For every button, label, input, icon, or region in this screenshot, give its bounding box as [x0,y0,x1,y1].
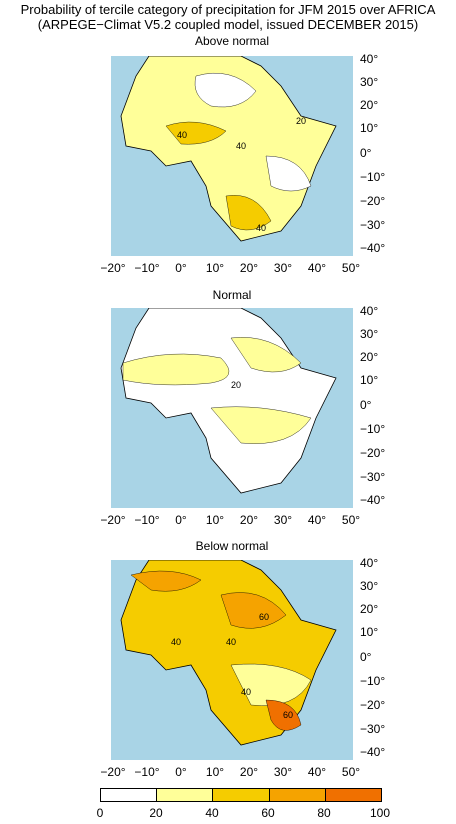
y-axis-tick: 40° [360,52,379,66]
x-axis-tick: 0° [175,765,187,779]
panel-title-below-normal: Below normal [195,539,269,553]
y-axis-tick: −10° [360,422,386,436]
x-axis-tick: 30° [273,765,293,779]
colorbar-bin [325,789,382,801]
y-axis-tick: −40° [360,241,386,255]
y-axis-tick: 40° [360,304,379,318]
y-axis-tick: 10° [360,625,379,639]
contour-label: 40 [241,687,251,697]
colorbar-tick: 0 [96,806,104,820]
y-axis-tick: −20° [360,698,386,712]
x-axis-tick: −20° [100,765,126,779]
y-axis-tick: −30° [360,470,386,484]
y-axis-tick: −20° [360,194,386,208]
colorbar-tick: 40 [205,806,219,820]
x-axis-tick: −10° [134,765,160,779]
x-axis-tick: −20° [100,261,126,275]
y-axis-tick: 30° [360,327,379,341]
map-normal: 20 [111,308,353,508]
map-below-normal: 40 40 60 40 60 [111,560,353,760]
y-axis-tick: −10° [360,674,386,688]
x-axis-tick: 10° [205,513,225,527]
page-title: Probability of tercile category of preci… [20,2,436,17]
x-axis-tick: 30° [273,513,293,527]
y-axis-tick: −30° [360,218,386,232]
colorbar-tick: 20 [149,806,163,820]
contour-label: 40 [171,637,181,647]
x-axis-tick: −20° [100,513,126,527]
y-axis-tick: 10° [360,121,379,135]
y-axis-tick: −40° [360,493,386,507]
contour-label: 60 [283,710,293,720]
colorbar-tick: 100 [369,806,391,820]
x-axis-tick: 0° [175,261,187,275]
x-axis-tick: 20° [239,261,259,275]
page-subtitle: (ARPEGE−Climat V5.2 coupled model, issue… [37,17,419,32]
x-axis-tick: 40° [307,513,327,527]
map-above-normal: 40 40 40 20 [111,56,353,256]
y-axis-tick: −30° [360,722,386,736]
contour-label: 40 [236,141,246,151]
y-axis-tick: −20° [360,446,386,460]
x-axis-tick: 10° [205,765,225,779]
colorbar-bin [101,789,158,801]
colorbar-bin [269,789,326,801]
colorbar-bin [213,789,270,801]
panel-title-normal: Normal [212,288,252,302]
colorbar-tick: 60 [261,806,275,820]
colorbar [100,788,382,802]
x-axis-tick: 50° [341,765,361,779]
y-axis-tick: −40° [360,745,386,759]
x-axis-tick: −10° [134,513,160,527]
contour-label: 40 [177,130,187,140]
contour-label: 40 [226,637,236,647]
x-axis-tick: 30° [273,261,293,275]
x-axis-tick: 0° [175,513,187,527]
y-axis-tick: −10° [360,170,386,184]
x-axis-tick: −10° [134,261,160,275]
x-axis-tick: 50° [341,261,361,275]
y-axis-tick: 20° [360,350,379,364]
y-axis-tick: 10° [360,373,379,387]
x-axis-tick: 50° [341,513,361,527]
contour-label: 20 [231,380,241,390]
contour-label: 60 [259,612,269,622]
panel-title-above-normal: Above normal [194,34,270,48]
contour-label: 40 [256,223,266,233]
y-axis-tick: 20° [360,602,379,616]
y-axis-tick: 30° [360,75,379,89]
colorbar-tick: 80 [317,806,331,820]
y-axis-tick: 40° [360,556,379,570]
y-axis-tick: 30° [360,579,379,593]
colorbar-bin [157,789,214,801]
x-axis-tick: 40° [307,261,327,275]
y-axis-tick: 20° [360,98,379,112]
x-axis-tick: 40° [307,765,327,779]
x-axis-tick: 10° [205,261,225,275]
y-axis-tick: 0° [360,146,372,160]
y-axis-tick: 0° [360,398,372,412]
contour-label: 20 [296,116,306,126]
x-axis-tick: 20° [239,513,259,527]
x-axis-tick: 20° [239,765,259,779]
y-axis-tick: 0° [360,650,372,664]
